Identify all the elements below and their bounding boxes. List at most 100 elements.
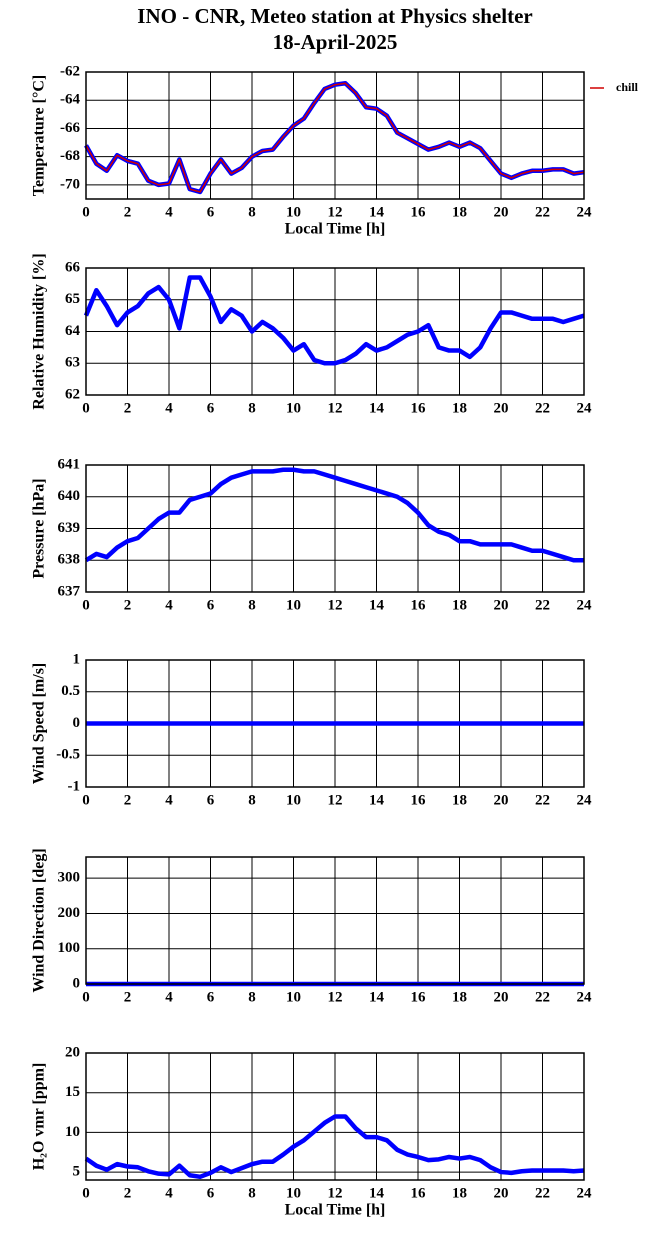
y-tick-label: 300 (58, 870, 81, 886)
x-axis-label: Local Time [h] (285, 1202, 386, 1219)
x-tick-label: 24 (577, 204, 593, 220)
x-tick-label: 2 (124, 597, 132, 613)
x-tick-label: 20 (494, 400, 509, 416)
x-tick-label: 18 (452, 1185, 467, 1201)
x-tick-label: 18 (452, 792, 467, 808)
x-tick-label: 12 (328, 792, 343, 808)
y-tick-label: 200 (58, 905, 81, 921)
y-axis-label: Temperature [°C] (31, 75, 48, 196)
x-tick-label: 10 (286, 989, 301, 1005)
x-tick-label: 10 (286, 400, 301, 416)
plot-frame (85, 464, 585, 593)
plot-frame (85, 1052, 585, 1181)
x-tick-label: 20 (494, 792, 509, 808)
x-tick-label: 2 (124, 1185, 132, 1201)
x-tick-label: 6 (207, 400, 215, 416)
y-axis-label: H₂O vmr [ppm] (31, 1063, 48, 1171)
x-tick-label: 24 (577, 1185, 593, 1201)
y-tick-label: -1 (68, 778, 81, 794)
y-tick-label: 639 (58, 520, 81, 536)
x-tick-label: 18 (452, 597, 467, 613)
x-tick-label: 24 (577, 989, 593, 1005)
x-tick-label: 14 (369, 1185, 385, 1201)
x-tick-label: 14 (369, 792, 385, 808)
x-tick-label: 4 (165, 1185, 173, 1201)
y-tick-label: 15 (65, 1084, 80, 1100)
x-tick-label: 16 (411, 204, 427, 220)
x-tick-label: 8 (248, 597, 256, 613)
y-tick-label: 62 (65, 386, 80, 402)
figure-subtitle: 18-April-2025 (273, 30, 398, 54)
x-tick-label: 12 (328, 989, 343, 1005)
x-tick-label: 22 (535, 597, 550, 613)
y-tick-label: 0 (73, 715, 81, 731)
y-axis-label: Relative Humidity [%] (31, 253, 48, 409)
data-line (84, 1114, 585, 1180)
x-tick-label: 14 (369, 989, 385, 1005)
x-tick-label: 16 (411, 1185, 427, 1201)
y-tick-label: 100 (58, 940, 81, 956)
data-line (85, 82, 585, 193)
x-tick-label: 2 (124, 989, 132, 1005)
x-tick-label: 22 (535, 204, 550, 220)
x-tick-label: 14 (369, 204, 385, 220)
x-tick-label: 20 (494, 597, 509, 613)
x-tick-label: 20 (494, 204, 509, 220)
x-tick-label: 18 (452, 400, 467, 416)
x-tick-label: 10 (286, 204, 301, 220)
x-tick-label: 0 (82, 792, 90, 808)
data-line (84, 467, 584, 563)
x-tick-label: 14 (369, 400, 385, 416)
x-tick-label: 24 (577, 792, 593, 808)
y-tick-label: 1 (73, 651, 81, 667)
x-tick-label: 12 (328, 204, 343, 220)
x-tick-label: 8 (248, 204, 256, 220)
data-line (83, 275, 585, 366)
y-tick-label: -68 (60, 148, 80, 164)
x-tick-label: 2 (124, 400, 132, 416)
y-tick-label: 63 (65, 355, 80, 371)
x-tick-label: 8 (248, 1185, 256, 1201)
x-tick-label: 22 (535, 989, 550, 1005)
x-tick-label: 22 (535, 792, 550, 808)
x-tick-label: 20 (494, 989, 509, 1005)
x-tick-label: 4 (165, 989, 173, 1005)
x-tick-label: 10 (286, 1185, 301, 1201)
x-tick-label: 16 (411, 400, 427, 416)
y-tick-label: 20 (65, 1044, 80, 1060)
x-tick-label: 4 (165, 204, 173, 220)
x-tick-label: 0 (82, 400, 90, 416)
legend-label: chill (616, 80, 639, 94)
y-tick-label: 638 (58, 552, 81, 568)
y-tick-label: 65 (65, 291, 80, 307)
y-axis-label: Pressure [hPa] (31, 478, 48, 578)
plot-frame (85, 856, 585, 985)
y-tick-label: 10 (65, 1124, 80, 1140)
x-tick-label: 0 (82, 204, 90, 220)
y-tick-label: -64 (60, 92, 80, 108)
x-tick-label: 10 (286, 597, 301, 613)
x-tick-label: 12 (328, 597, 343, 613)
plot-frame (85, 267, 585, 396)
y-tick-label: 66 (65, 259, 81, 275)
x-tick-label: 18 (452, 989, 467, 1005)
x-tick-label: 16 (411, 989, 427, 1005)
y-tick-label: 640 (58, 488, 81, 504)
x-tick-label: 0 (82, 989, 90, 1005)
x-axis-label: Local Time [h] (285, 221, 386, 238)
x-tick-label: 22 (535, 400, 550, 416)
x-tick-label: 24 (577, 400, 593, 416)
y-axis-label: Wind Speed [m/s] (31, 663, 48, 785)
x-tick-label: 8 (248, 400, 256, 416)
x-tick-label: 16 (411, 597, 427, 613)
plot-frame (85, 71, 585, 200)
x-tick-label: 10 (286, 792, 301, 808)
x-tick-label: 8 (248, 989, 256, 1005)
x-tick-label: 22 (535, 1185, 550, 1201)
y-tick-label: -70 (60, 176, 80, 192)
y-tick-label: -0.5 (56, 747, 80, 763)
x-tick-label: 4 (165, 597, 173, 613)
x-tick-label: 18 (452, 204, 467, 220)
plot-frame (85, 659, 585, 788)
